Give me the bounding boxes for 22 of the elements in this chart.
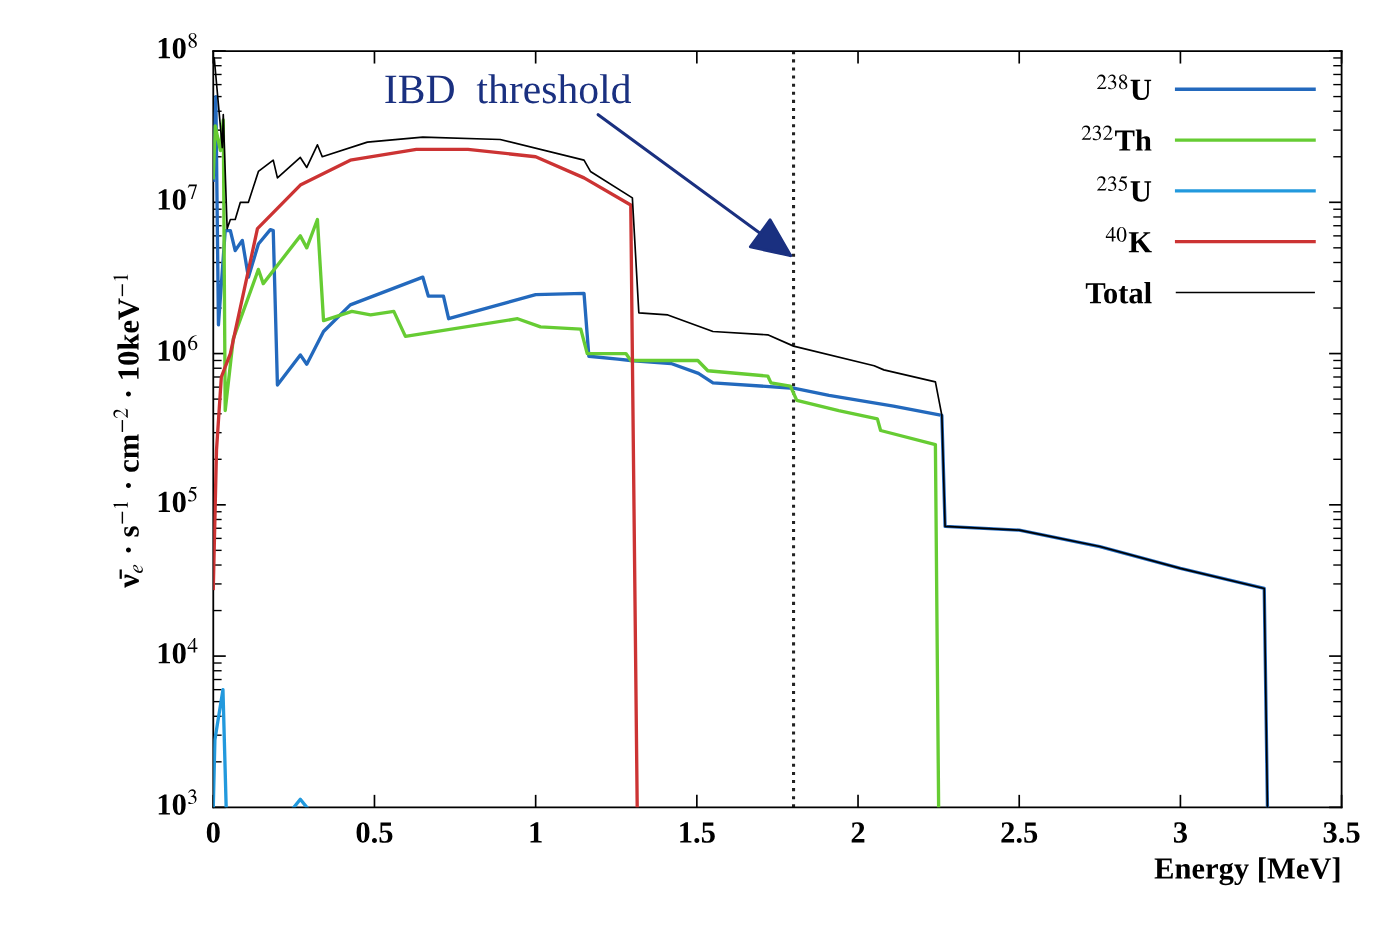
y-tick-label: 10$^{7}$: [158, 184, 197, 210]
legend-label: $^{232}$Th: [1081, 125, 1152, 151]
x-tick-label: 1: [530, 822, 542, 843]
x-tick-label: 2.5: [1001, 822, 1038, 843]
x-tick-label: 3: [1173, 822, 1187, 843]
legend-label: $^{238}$U: [1097, 74, 1152, 101]
y-axis-title: ν̄$_{e}$ · s$^{−1}$ · cm$^{−2}$ · 10keV$^{−1}$: [113, 274, 143, 588]
y-tick-label: 10$^{4}$: [158, 638, 198, 664]
y-tick-label: 10$^{3}$: [158, 789, 197, 815]
x-tick-label: 1.5: [680, 822, 715, 843]
x-axis-title: Energy [MeV]: [1154, 857, 1340, 886]
legend-label: $^{40}$K: [1105, 227, 1152, 253]
legend-label: Total: [1085, 281, 1152, 304]
annotation: IBD threshold: [385, 74, 631, 104]
x-tick-label: 0.5: [356, 822, 393, 843]
x-tick-label: 2: [851, 822, 865, 843]
legend-label: $^{235}$U: [1097, 175, 1152, 202]
y-tick-label: 10$^{6}$: [158, 335, 198, 361]
y-tick-label: 10$^{5}$: [158, 486, 197, 513]
x-tick-label: 3.5: [1323, 822, 1360, 843]
x-tick-label: 0: [206, 822, 220, 843]
y-tick-label: 10$^{8}$: [158, 33, 197, 59]
